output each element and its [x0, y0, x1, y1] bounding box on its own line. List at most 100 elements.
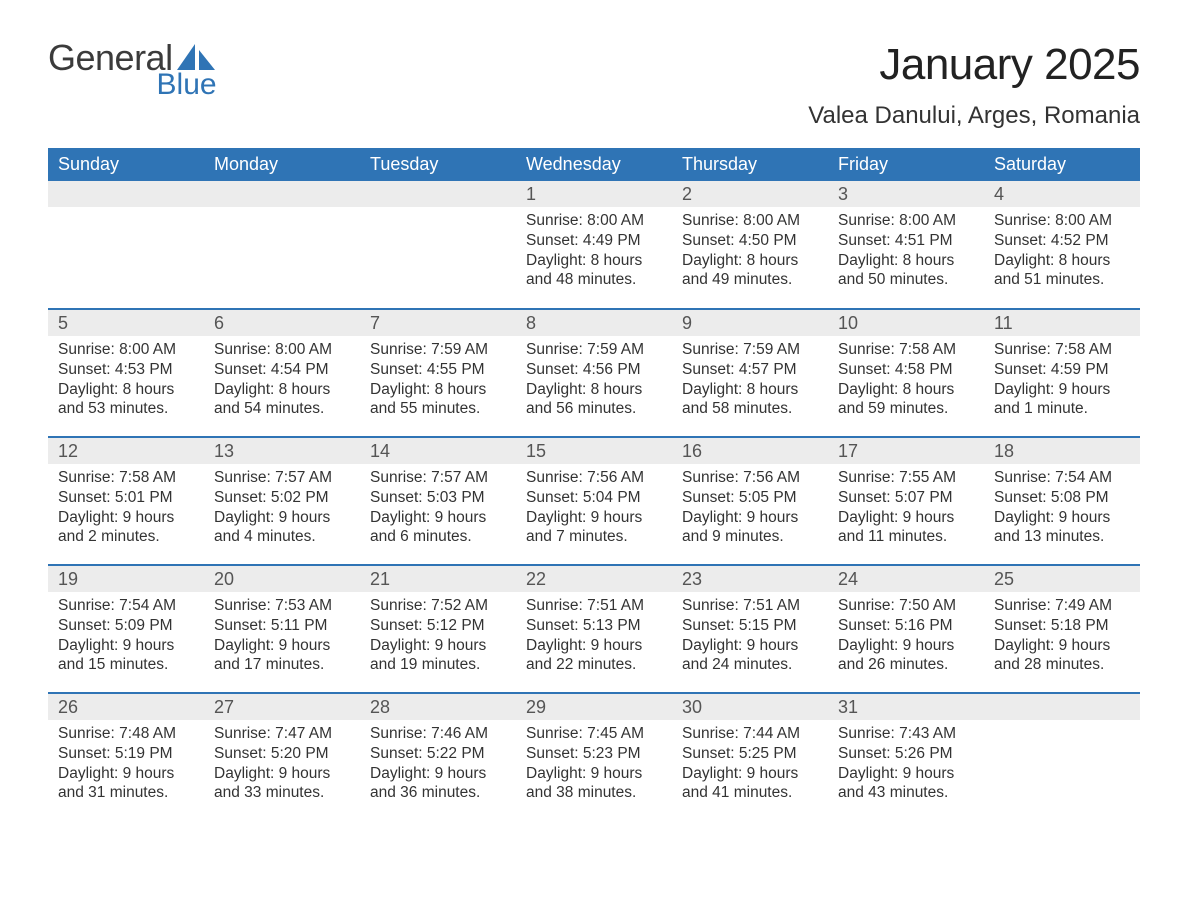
day-details: Sunrise: 7:46 AMSunset: 5:22 PMDaylight:… — [360, 720, 516, 811]
calendar-day-cell: 16Sunrise: 7:56 AMSunset: 5:05 PMDayligh… — [672, 437, 828, 565]
day-sunrise-text: Sunrise: 7:48 AM — [58, 724, 194, 744]
day-daylight2-text: and 2 minutes. — [58, 527, 194, 547]
calendar-day-cell: 2Sunrise: 8:00 AMSunset: 4:50 PMDaylight… — [672, 181, 828, 309]
calendar-day-cell: 24Sunrise: 7:50 AMSunset: 5:16 PMDayligh… — [828, 565, 984, 693]
day-sunset-text: Sunset: 4:50 PM — [682, 231, 818, 251]
day-sunset-text: Sunset: 5:09 PM — [58, 616, 194, 636]
weekday-header: Friday — [828, 148, 984, 181]
day-daylight2-text: and 59 minutes. — [838, 399, 974, 419]
day-details: Sunrise: 7:58 AMSunset: 5:01 PMDaylight:… — [48, 464, 204, 555]
calendar-day-cell: 4Sunrise: 8:00 AMSunset: 4:52 PMDaylight… — [984, 181, 1140, 309]
day-sunset-text: Sunset: 5:16 PM — [838, 616, 974, 636]
day-sunrise-text: Sunrise: 8:00 AM — [526, 211, 662, 231]
day-details: Sunrise: 7:45 AMSunset: 5:23 PMDaylight:… — [516, 720, 672, 811]
day-sunrise-text: Sunrise: 7:59 AM — [526, 340, 662, 360]
day-daylight2-text: and 53 minutes. — [58, 399, 194, 419]
day-number: 1 — [516, 181, 672, 207]
day-daylight2-text: and 58 minutes. — [682, 399, 818, 419]
day-details: Sunrise: 8:00 AMSunset: 4:50 PMDaylight:… — [672, 207, 828, 298]
day-daylight2-text: and 43 minutes. — [838, 783, 974, 803]
day-number: 8 — [516, 310, 672, 336]
weekday-header: Wednesday — [516, 148, 672, 181]
day-sunset-text: Sunset: 5:25 PM — [682, 744, 818, 764]
day-sunrise-text: Sunrise: 7:57 AM — [370, 468, 506, 488]
day-number: 4 — [984, 181, 1140, 207]
day-sunrise-text: Sunrise: 7:56 AM — [682, 468, 818, 488]
day-daylight1-text: Daylight: 9 hours — [526, 764, 662, 784]
day-sunset-text: Sunset: 4:55 PM — [370, 360, 506, 380]
day-daylight1-text: Daylight: 9 hours — [838, 636, 974, 656]
day-details: Sunrise: 7:56 AMSunset: 5:04 PMDaylight:… — [516, 464, 672, 555]
calendar-day-cell: 18Sunrise: 7:54 AMSunset: 5:08 PMDayligh… — [984, 437, 1140, 565]
day-sunrise-text: Sunrise: 7:49 AM — [994, 596, 1130, 616]
day-daylight1-text: Daylight: 9 hours — [838, 508, 974, 528]
day-sunset-text: Sunset: 4:57 PM — [682, 360, 818, 380]
day-number: 28 — [360, 694, 516, 720]
day-daylight2-text: and 19 minutes. — [370, 655, 506, 675]
day-daylight1-text: Daylight: 8 hours — [682, 251, 818, 271]
day-daylight2-text: and 51 minutes. — [994, 270, 1130, 290]
day-number: 14 — [360, 438, 516, 464]
day-sunset-text: Sunset: 5:07 PM — [838, 488, 974, 508]
day-number: 10 — [828, 310, 984, 336]
day-sunrise-text: Sunrise: 7:59 AM — [370, 340, 506, 360]
day-details: Sunrise: 7:44 AMSunset: 5:25 PMDaylight:… — [672, 720, 828, 811]
day-daylight1-text: Daylight: 9 hours — [370, 508, 506, 528]
day-daylight2-text: and 38 minutes. — [526, 783, 662, 803]
day-daylight2-text: and 22 minutes. — [526, 655, 662, 675]
day-daylight1-text: Daylight: 9 hours — [214, 636, 350, 656]
day-daylight1-text: Daylight: 9 hours — [58, 636, 194, 656]
calendar-day-cell: 5Sunrise: 8:00 AMSunset: 4:53 PMDaylight… — [48, 309, 204, 437]
day-details: Sunrise: 8:00 AMSunset: 4:53 PMDaylight:… — [48, 336, 204, 427]
day-sunset-text: Sunset: 4:52 PM — [994, 231, 1130, 251]
day-details: Sunrise: 7:51 AMSunset: 5:13 PMDaylight:… — [516, 592, 672, 683]
day-sunrise-text: Sunrise: 7:47 AM — [214, 724, 350, 744]
day-daylight1-text: Daylight: 9 hours — [58, 508, 194, 528]
day-number: 15 — [516, 438, 672, 464]
day-sunrise-text: Sunrise: 7:43 AM — [838, 724, 974, 744]
day-sunrise-text: Sunrise: 7:59 AM — [682, 340, 818, 360]
day-daylight1-text: Daylight: 9 hours — [994, 508, 1130, 528]
day-details: Sunrise: 8:00 AMSunset: 4:51 PMDaylight:… — [828, 207, 984, 298]
day-sunset-text: Sunset: 4:59 PM — [994, 360, 1130, 380]
day-number: . — [204, 181, 360, 207]
day-daylight1-text: Daylight: 9 hours — [58, 764, 194, 784]
day-daylight1-text: Daylight: 8 hours — [994, 251, 1130, 271]
calendar-week-row: 5Sunrise: 8:00 AMSunset: 4:53 PMDaylight… — [48, 309, 1140, 437]
day-number: 3 — [828, 181, 984, 207]
day-daylight2-text: and 9 minutes. — [682, 527, 818, 547]
day-number: 17 — [828, 438, 984, 464]
day-details: Sunrise: 7:49 AMSunset: 5:18 PMDaylight:… — [984, 592, 1140, 683]
day-daylight2-text: and 11 minutes. — [838, 527, 974, 547]
day-number: 20 — [204, 566, 360, 592]
day-daylight1-text: Daylight: 9 hours — [838, 764, 974, 784]
day-sunset-text: Sunset: 5:26 PM — [838, 744, 974, 764]
day-sunset-text: Sunset: 5:03 PM — [370, 488, 506, 508]
day-daylight1-text: Daylight: 9 hours — [370, 764, 506, 784]
day-daylight2-text: and 54 minutes. — [214, 399, 350, 419]
day-daylight1-text: Daylight: 8 hours — [838, 380, 974, 400]
calendar-day-cell: 6Sunrise: 8:00 AMSunset: 4:54 PMDaylight… — [204, 309, 360, 437]
day-daylight1-text: Daylight: 8 hours — [58, 380, 194, 400]
calendar-day-cell: 10Sunrise: 7:58 AMSunset: 4:58 PMDayligh… — [828, 309, 984, 437]
day-daylight1-text: Daylight: 8 hours — [526, 251, 662, 271]
calendar-day-cell: 31Sunrise: 7:43 AMSunset: 5:26 PMDayligh… — [828, 693, 984, 821]
day-sunset-text: Sunset: 5:18 PM — [994, 616, 1130, 636]
day-sunrise-text: Sunrise: 7:44 AM — [682, 724, 818, 744]
calendar-day-cell: 20Sunrise: 7:53 AMSunset: 5:11 PMDayligh… — [204, 565, 360, 693]
calendar-day-cell: . — [360, 181, 516, 309]
day-sunset-text: Sunset: 5:04 PM — [526, 488, 662, 508]
day-number: 9 — [672, 310, 828, 336]
day-details: Sunrise: 7:57 AMSunset: 5:03 PMDaylight:… — [360, 464, 516, 555]
day-daylight1-text: Daylight: 8 hours — [214, 380, 350, 400]
calendar-day-cell: 14Sunrise: 7:57 AMSunset: 5:03 PMDayligh… — [360, 437, 516, 565]
day-daylight2-text: and 17 minutes. — [214, 655, 350, 675]
day-sunrise-text: Sunrise: 7:50 AM — [838, 596, 974, 616]
calendar-week-row: 12Sunrise: 7:58 AMSunset: 5:01 PMDayligh… — [48, 437, 1140, 565]
day-sunrise-text: Sunrise: 7:54 AM — [58, 596, 194, 616]
day-daylight1-text: Daylight: 9 hours — [682, 636, 818, 656]
day-daylight2-text: and 13 minutes. — [994, 527, 1130, 547]
day-daylight2-text: and 7 minutes. — [526, 527, 662, 547]
weekday-header: Sunday — [48, 148, 204, 181]
day-number: 26 — [48, 694, 204, 720]
